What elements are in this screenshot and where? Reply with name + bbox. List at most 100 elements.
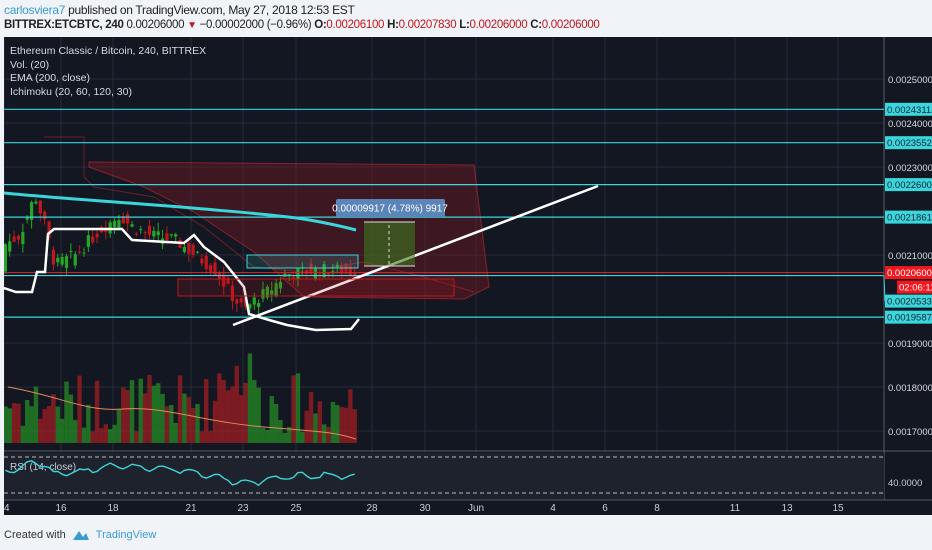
volume-bar	[225, 390, 231, 443]
symbol-bar: BITTREX:ETCBTC, 240 0.00206000 ▼ −0.0000…	[4, 19, 600, 31]
candle-body	[156, 231, 160, 236]
level-price-tag	[885, 178, 932, 192]
candle-body	[270, 290, 274, 295]
legend-symbol: Ethereum Classic / Bitcoin, 240, BITTREX	[10, 45, 207, 57]
candle-body	[3, 244, 7, 272]
level-tag-connector	[883, 275, 886, 302]
publish-info: carlosviera7 published on TradingView.co…	[4, 3, 355, 17]
publish-date: published on TradingView.com, May 27, 20…	[68, 3, 355, 17]
volume-bar	[121, 387, 126, 443]
volume-ma-line	[7, 386, 357, 440]
volume-bar	[282, 432, 288, 443]
time-axis-label: 25	[290, 503, 302, 514]
candle-body	[134, 233, 138, 235]
volume-bar	[11, 403, 17, 443]
current-price-tag	[885, 266, 932, 280]
volume-bar	[313, 413, 318, 443]
candle-body	[43, 211, 47, 220]
volume-bar	[326, 426, 331, 443]
volume-bar	[38, 418, 43, 443]
volume-bar	[352, 409, 357, 443]
volume-bar	[46, 405, 52, 443]
candle-body	[335, 264, 339, 267]
volume-bar	[156, 383, 161, 443]
volume-bar	[300, 431, 305, 443]
candle-body	[195, 251, 200, 253]
volume-bar	[103, 424, 109, 443]
candle-body	[152, 230, 156, 237]
low-label: L:	[459, 19, 470, 31]
volume-bar	[247, 353, 253, 443]
candle-body	[12, 236, 16, 242]
candle-body	[143, 231, 147, 233]
level-price-tag	[885, 210, 932, 224]
candle-body	[126, 214, 130, 224]
volume-bar	[20, 425, 26, 443]
volume-bar	[29, 406, 34, 443]
time-axis-label: 21	[185, 503, 197, 514]
volume-bar	[243, 382, 248, 443]
time-axis-label: 16	[55, 503, 67, 514]
measure-label-bg	[336, 199, 445, 217]
candle-body	[326, 272, 331, 275]
time-axis-label: 11	[730, 503, 741, 514]
volume-bar	[195, 403, 200, 443]
volume-bar	[317, 401, 322, 443]
volume-bar	[77, 375, 82, 443]
candle-body	[169, 234, 173, 236]
candle-body	[174, 234, 178, 237]
candle-body	[64, 256, 69, 268]
volume-bar	[81, 427, 87, 443]
candle-body	[95, 233, 99, 238]
candle-body	[51, 249, 56, 265]
rsi-line	[5, 460, 355, 487]
candle-body	[21, 231, 25, 245]
high-label: H:	[387, 19, 399, 31]
author-link[interactable]: carlosviera7	[4, 3, 66, 17]
volume-bar	[208, 431, 213, 443]
tradingview-link[interactable]: TradingView	[95, 529, 157, 541]
volume-bar	[169, 404, 174, 443]
time-axis-label: 8	[654, 503, 660, 514]
price-change: −0.00002000 (−0.96%)	[199, 19, 312, 31]
volume-bar	[73, 420, 78, 443]
candle-body	[29, 202, 34, 220]
volume-bar	[335, 405, 340, 443]
volume-bar	[291, 375, 296, 443]
candle-body	[200, 258, 204, 264]
measure-label: 0.00009917 (4.78%) 9917	[332, 204, 448, 215]
candle-body	[261, 289, 265, 299]
volume-bar	[42, 408, 47, 443]
volume-bar	[94, 380, 100, 443]
rsi-label: RSI (14, close)	[10, 462, 76, 473]
legend-ema[interactable]: EMA (200, close)	[10, 72, 90, 84]
volume-bar	[212, 400, 218, 443]
volume-bar	[173, 422, 178, 443]
volume-bar	[273, 404, 279, 443]
trendline	[232, 184, 599, 327]
volume-bar	[7, 408, 12, 443]
level-price-label: 0.00235528	[887, 138, 932, 149]
legend-volume[interactable]: Vol. (20)	[10, 58, 50, 71]
level-price-label: 0.00243112	[887, 105, 932, 116]
level-price-tag	[885, 102, 932, 116]
candle-body	[78, 251, 82, 253]
volume-bar	[116, 408, 122, 443]
volume-bar	[260, 427, 266, 443]
time-axis-label: 28	[366, 503, 378, 514]
volume-bar	[51, 394, 56, 443]
candle-body	[230, 285, 235, 302]
close-value: 0.00206000	[541, 19, 600, 31]
candle-body	[82, 252, 86, 254]
symbol: BITTREX:ETCBTC, 240	[4, 19, 124, 31]
legend-ichimoku[interactable]: Ichimoku (20, 60, 120, 30)	[10, 85, 132, 98]
candle-body	[47, 221, 51, 239]
candle-body	[73, 254, 77, 266]
time-axis-label: Jun	[468, 503, 484, 514]
down-arrow-icon: ▼	[187, 20, 197, 31]
